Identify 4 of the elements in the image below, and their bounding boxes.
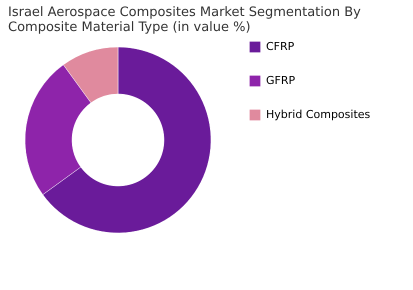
legend-label: GFRP [266, 74, 296, 87]
legend-label: CFRP [266, 40, 295, 53]
chart-title: Israel Aerospace Composites Market Segmentation By Composite Material Type (in value %) [8, 5, 362, 35]
legend-label: Hybrid Composites [266, 108, 371, 121]
